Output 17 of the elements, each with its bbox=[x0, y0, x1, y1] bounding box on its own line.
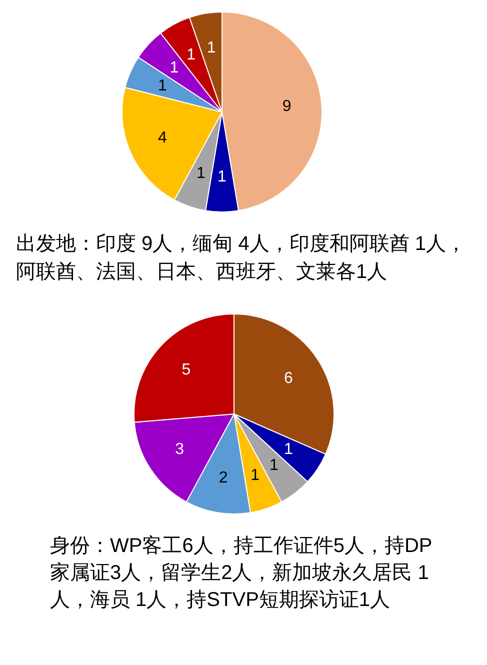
data-label: 5 bbox=[182, 361, 191, 378]
data-label: 1 bbox=[158, 77, 168, 94]
data-label: 1 bbox=[284, 441, 293, 458]
data-label: 9 bbox=[282, 98, 292, 116]
data-label: 2 bbox=[218, 470, 228, 487]
data-label: 1 bbox=[269, 456, 278, 474]
data-label: 4 bbox=[158, 130, 168, 147]
data-label: 3 bbox=[175, 441, 184, 458]
text: 出发地：印度 9人，缅甸 4人，印度和阿联酋 1人，阿联酋、法国、日本、西班牙、文莱各1人 bbox=[16, 233, 466, 283]
data-label: 1 bbox=[218, 168, 227, 186]
data-label: 1 bbox=[250, 466, 260, 484]
data-label: 6 bbox=[284, 370, 293, 387]
data-label: 1 bbox=[170, 59, 179, 76]
data-label: 1 bbox=[206, 39, 216, 56]
data-label: 1 bbox=[186, 46, 196, 64]
text: 身份：WP客工6人，持工作证件5人，持DP家属证3人，留学生2人，新加坡永久居民 1人，海员 1人，持STVP短期探访证1人 bbox=[50, 535, 432, 611]
data-label: 1 bbox=[196, 164, 206, 182]
